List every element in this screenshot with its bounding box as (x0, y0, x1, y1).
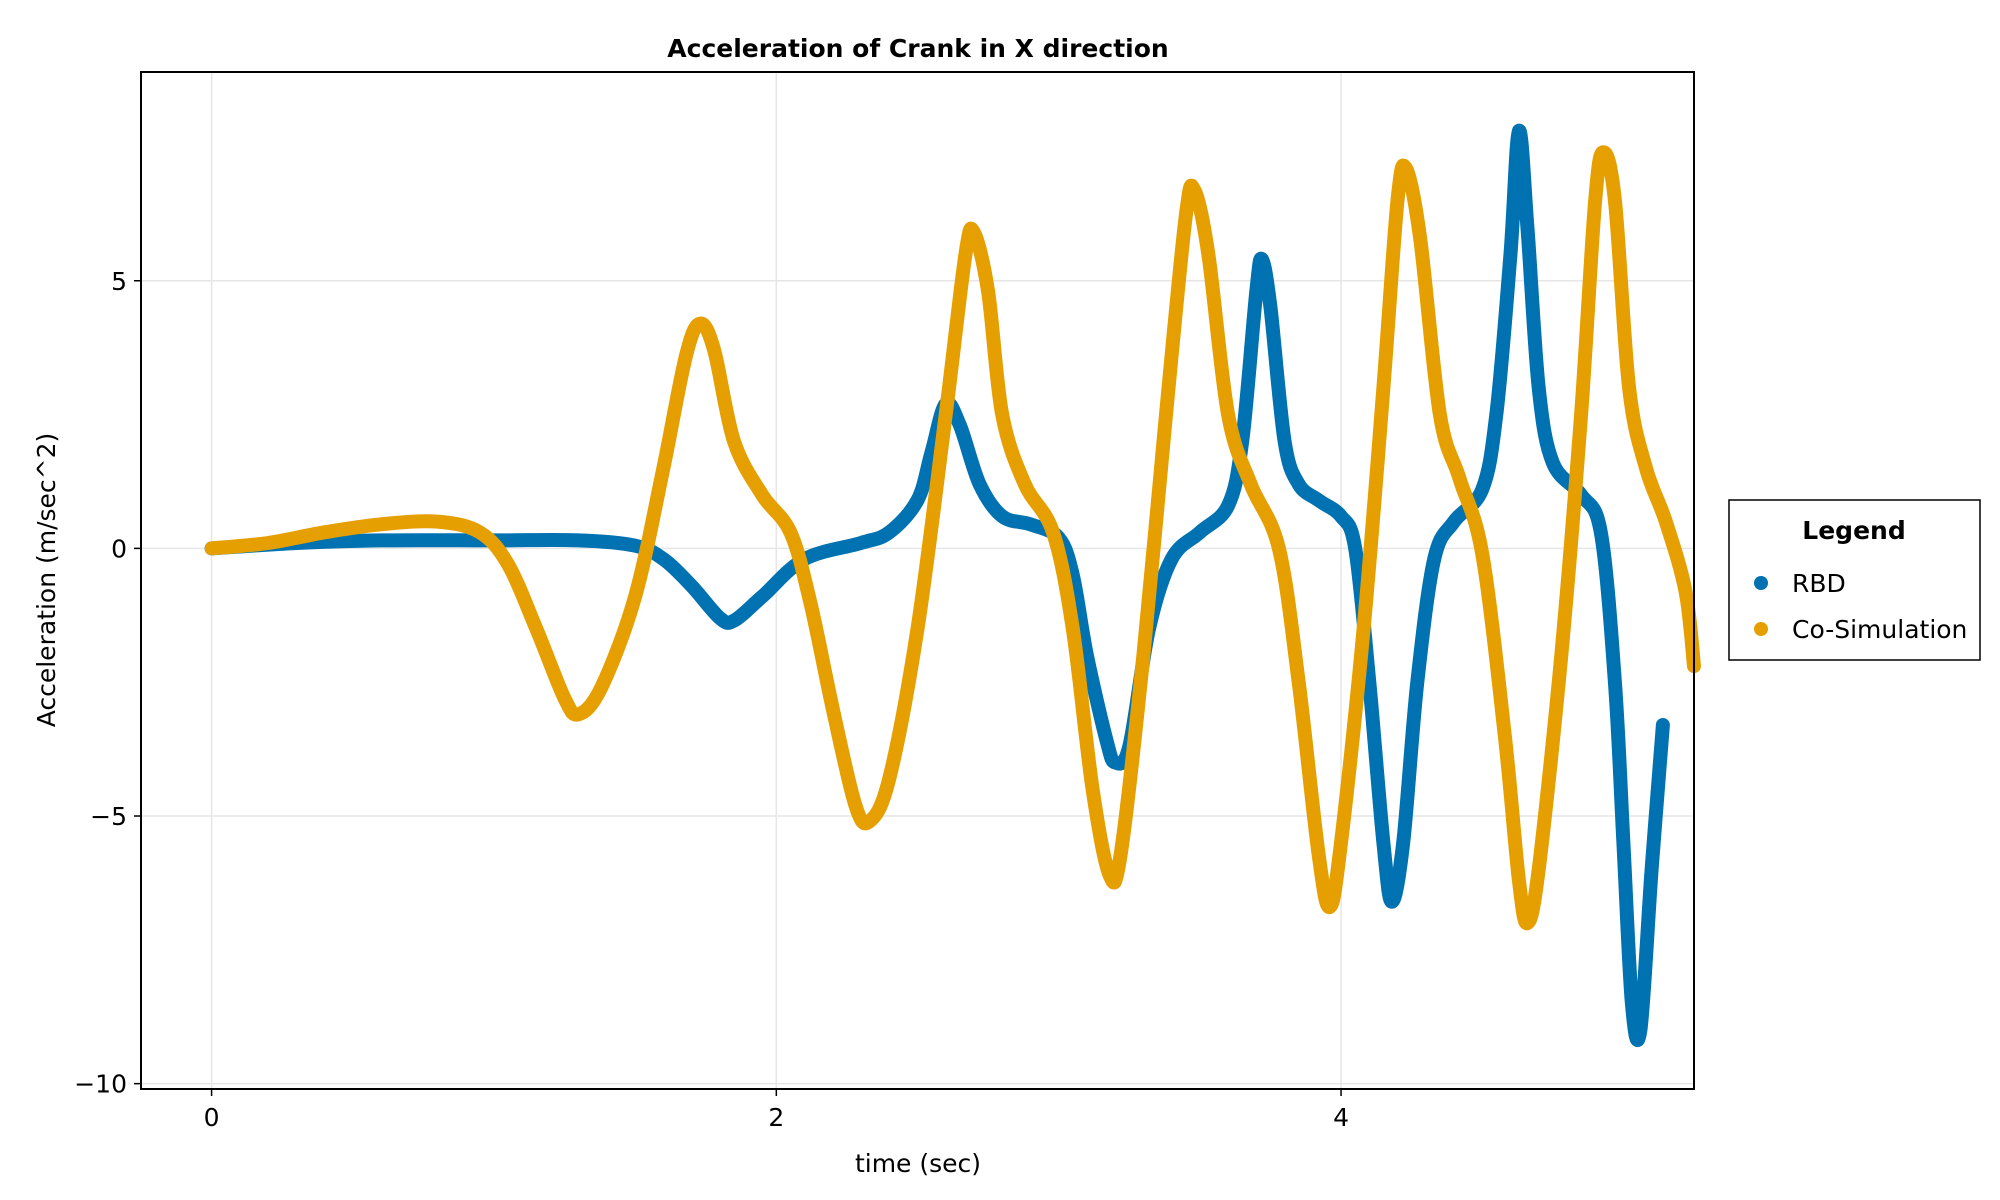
x-tick-label: 4 (1333, 1103, 1349, 1132)
x-tick-label: 2 (768, 1103, 784, 1132)
legend-box (1728, 499, 1981, 661)
y-tick-label: 5 (111, 267, 127, 296)
legend: Legend RBD Co-Simulation (1728, 499, 1981, 661)
y-tick-label: 0 (111, 534, 127, 563)
grid-lines (141, 72, 1694, 1089)
y-tick-label: −5 (90, 802, 127, 831)
axis-ticks: 0 2 4 5 0 −5 −10 (74, 267, 1349, 1132)
legend-marker-co-simulation (1754, 622, 1768, 636)
legend-marker-rbd (1754, 576, 1768, 590)
series-line-rbd (204, 123, 1670, 1048)
series-layer (204, 123, 1701, 1048)
x-axis-label: time (sec) (855, 1149, 981, 1178)
chart-title: Acceleration of Crank in X direction (667, 34, 1168, 63)
y-axis-label: Acceleration (m/sec^2) (32, 433, 61, 728)
legend-label-rbd: RBD (1792, 569, 1846, 598)
series-line-co-simulation (204, 145, 1701, 931)
legend-title: Legend (1802, 516, 1905, 545)
y-tick-label: −10 (74, 1070, 127, 1099)
x-tick-label: 0 (204, 1103, 220, 1132)
plot-frame (140, 71, 1695, 1090)
legend-label-co-simulation: Co-Simulation (1792, 615, 1967, 644)
